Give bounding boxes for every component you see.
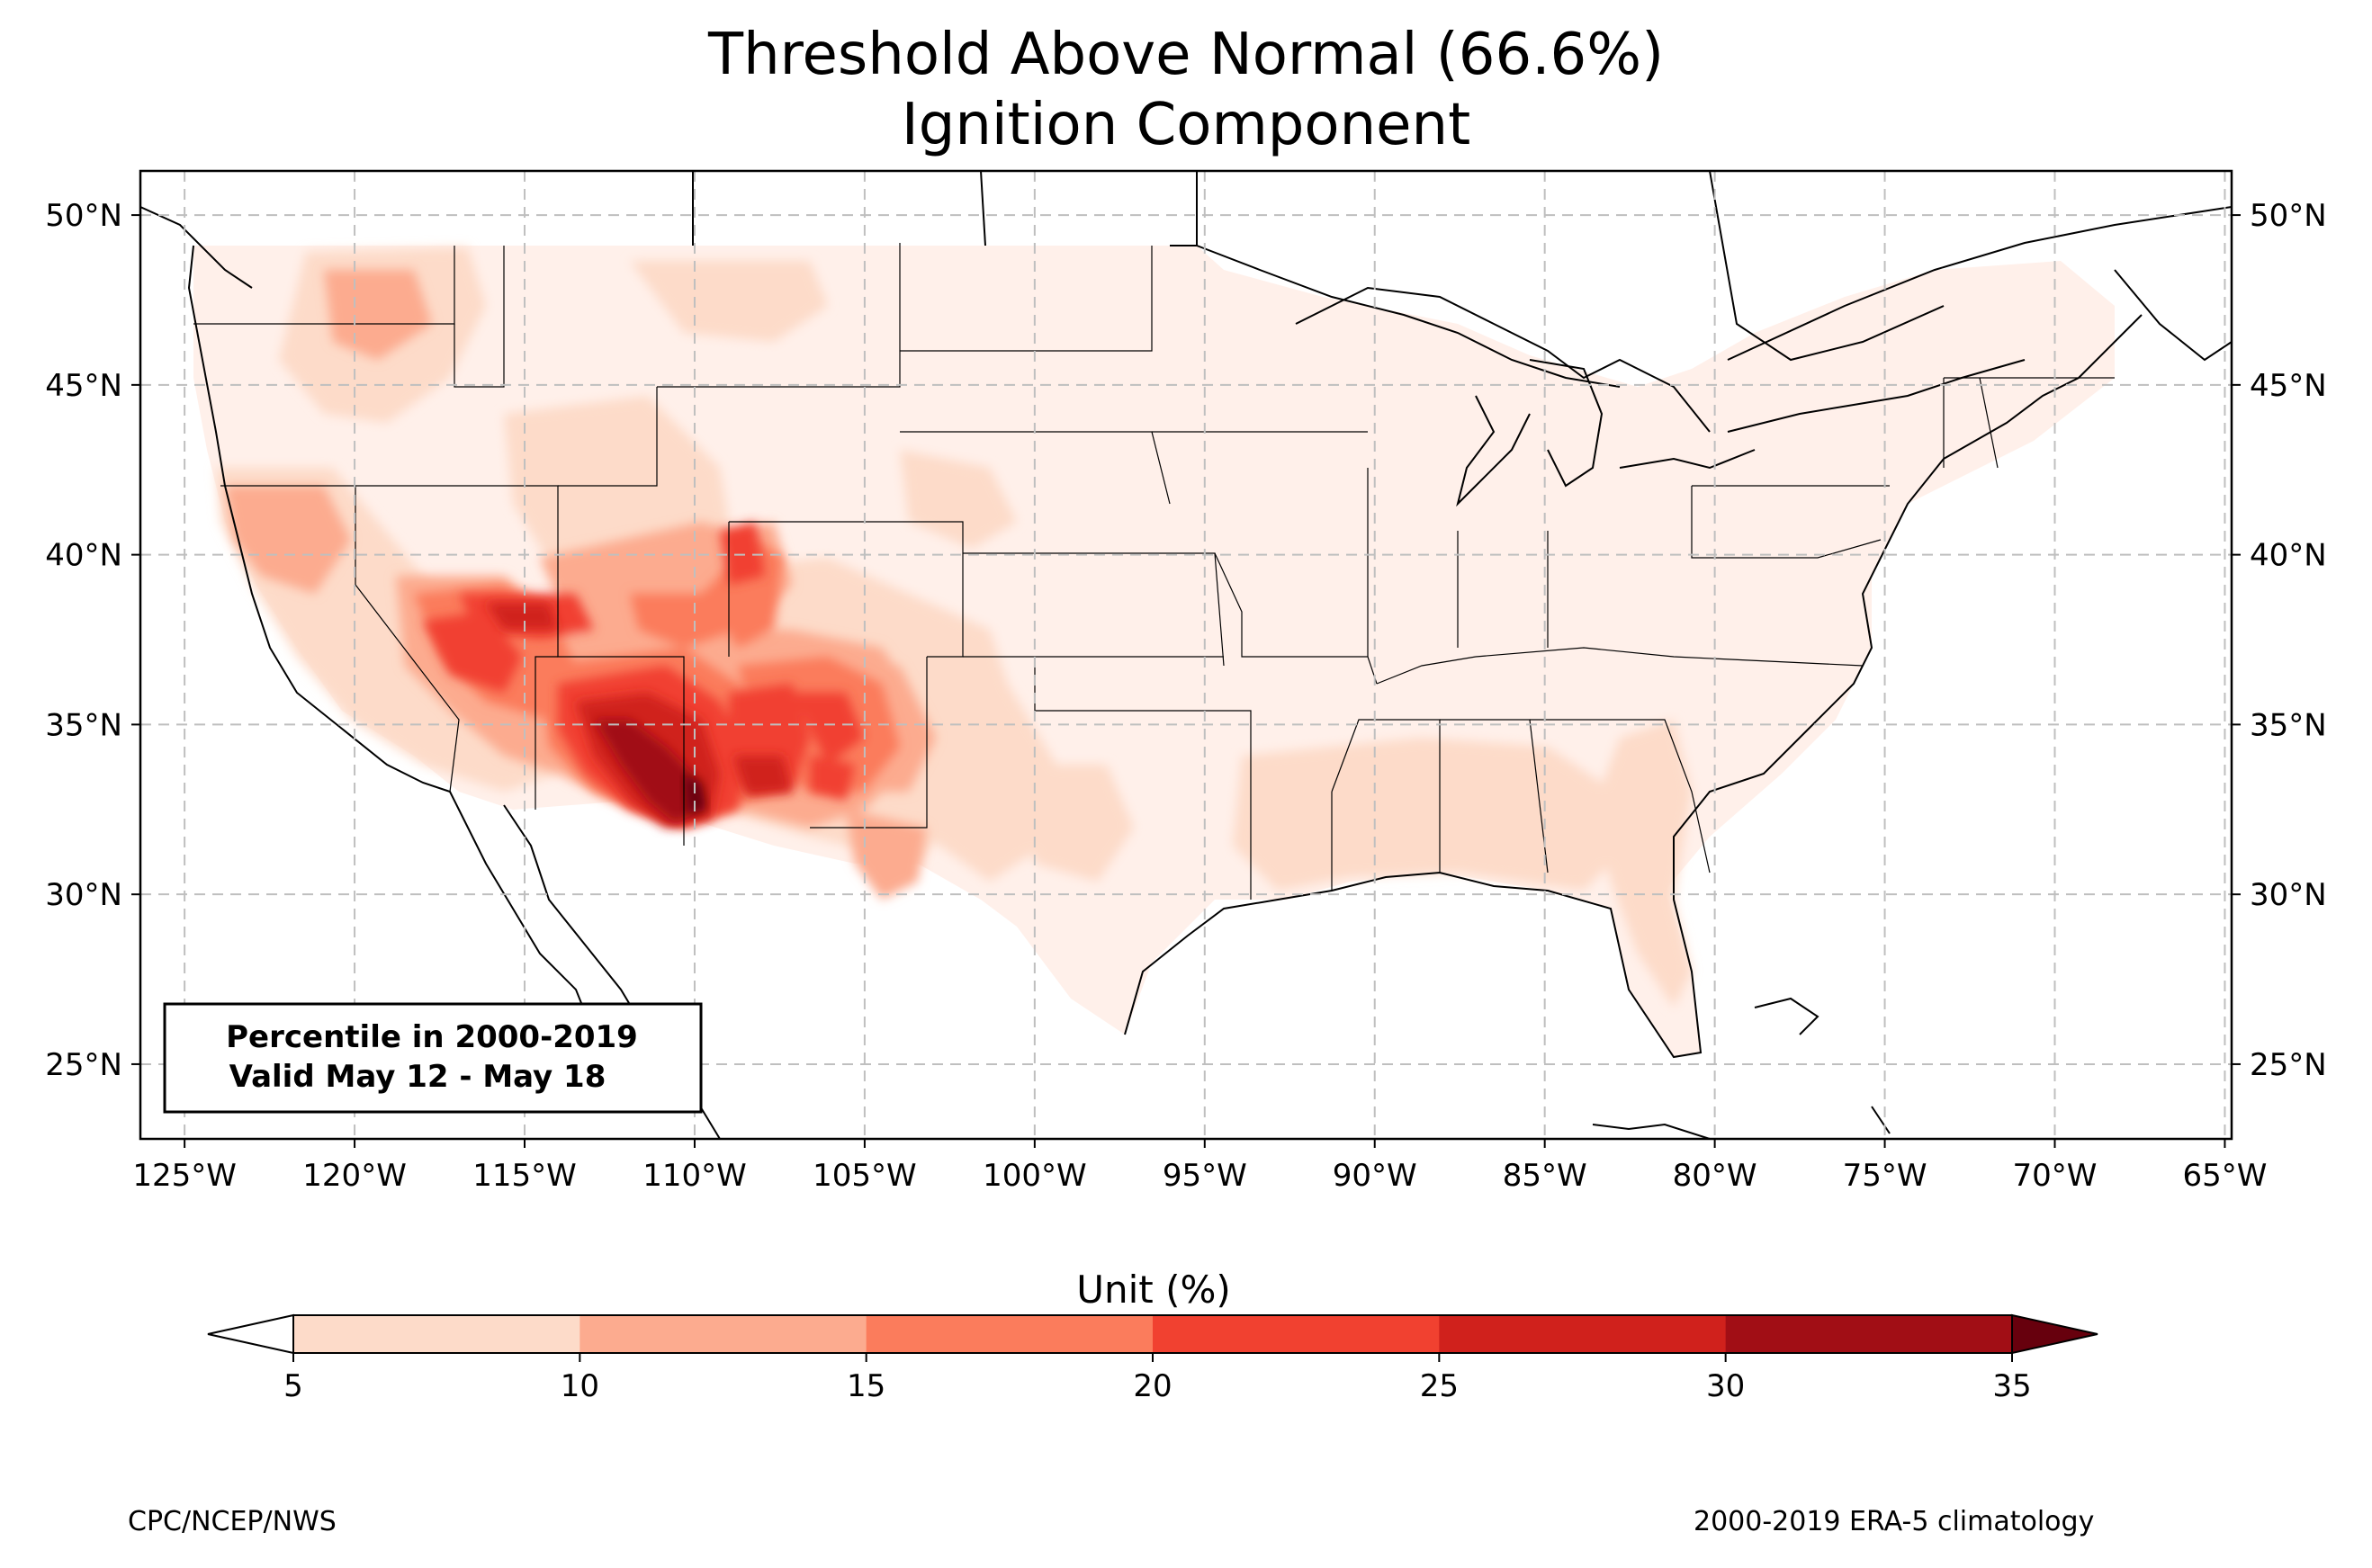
lat-tick-label-left: 35°N (45, 707, 122, 743)
lon-tick-label: 105°W (813, 1158, 917, 1194)
lat-tick-label-left: 40°N (45, 538, 122, 574)
lat-tick-label-left: 45°N (45, 368, 122, 404)
lat-tick-label-right: 30°N (2250, 877, 2327, 913)
lat-tick-label-right: 25°N (2250, 1047, 2327, 1083)
contour-over-35 (684, 774, 706, 814)
latitude-tick-labels-right: 50°N 45°N 40°N 35°N 30°N 25°N (2250, 198, 2327, 1083)
map-frame (139, 169, 2233, 1141)
state-boundaries (193, 243, 2115, 900)
colorbar-segment (1153, 1315, 1440, 1353)
axis-ticks (131, 214, 2241, 1148)
info-box: Percentile in 2000-2019 Valid May 12 - M… (163, 1002, 703, 1114)
lon-tick-label: 80°W (1673, 1158, 1757, 1194)
colorbar-label: Unit (%) (1076, 1268, 1231, 1312)
colorbar-tick-label: 10 (561, 1368, 599, 1404)
lon-tick-label: 75°W (1843, 1158, 1927, 1194)
lon-tick-label: 95°W (1163, 1158, 1247, 1194)
lon-tick-label: 100°W (983, 1158, 1087, 1194)
lat-tick-label-left: 50°N (45, 198, 122, 234)
lon-tick-label: 125°W (132, 1158, 237, 1194)
latitude-tick-labels-left: 50°N 45°N 40°N 35°N 30°N 25°N (45, 198, 122, 1083)
colorbar-tick-label: 25 (1420, 1368, 1459, 1404)
colorbar-tick-label: 15 (847, 1368, 885, 1404)
lon-tick-label: 85°W (1503, 1158, 1587, 1194)
coastlines (140, 171, 2232, 1139)
lon-tick-label: 110°W (642, 1158, 747, 1194)
colorbar-segment (1725, 1315, 2013, 1353)
colorbar-segment (293, 1315, 580, 1353)
lon-tick-label: 65°W (2182, 1158, 2267, 1194)
lat-tick-label-right: 35°N (2250, 707, 2327, 743)
colorbar-segment (866, 1315, 1154, 1353)
colorbar-segment (1439, 1315, 1727, 1353)
footer-climatology: 2000-2019 ERA-5 climatology (1694, 1506, 2095, 1537)
lon-tick-label: 115°W (472, 1158, 577, 1194)
colorbar-segment (580, 1315, 867, 1353)
info-box-line-2: Valid May 12 - May 18 (229, 1059, 606, 1095)
lon-tick-label: 90°W (1333, 1158, 1417, 1194)
lat-tick-label-right: 50°N (2250, 198, 2327, 234)
info-box-line-1: Percentile in 2000-2019 (226, 1019, 638, 1055)
colorbar-under-extension (207, 1313, 294, 1355)
colorbar-tick-label: 20 (1133, 1368, 1172, 1404)
lat-tick-label-right: 40°N (2250, 538, 2327, 574)
map-title: Threshold Above Normal (66.6%) (707, 22, 1665, 88)
colorbar-tick-label: 30 (1706, 1368, 1745, 1404)
lat-tick-label-left: 30°N (45, 877, 122, 913)
lon-tick-label: 120°W (302, 1158, 407, 1194)
colorbar-tick-label: 5 (283, 1368, 303, 1404)
longitude-tick-labels: 125°W 120°W 115°W 110°W 105°W 100°W 95°W 90°W 85… (132, 1158, 2267, 1194)
contour-30-35 (594, 720, 702, 823)
lat-tick-label-right: 45°N (2250, 368, 2327, 404)
lon-tick-label: 70°W (2013, 1158, 2098, 1194)
colorbar-tick-label: 35 (1992, 1368, 2031, 1404)
colorbar-over-extension (2011, 1313, 2098, 1355)
colorbar: Unit (%) 5 10 15 20 25 30 35 (207, 1268, 2098, 1404)
map-subtitle: Ignition Component (901, 92, 1471, 158)
footer-source: CPC/NCEP/NWS (128, 1506, 337, 1537)
lat-tick-label-left: 25°N (45, 1047, 122, 1083)
